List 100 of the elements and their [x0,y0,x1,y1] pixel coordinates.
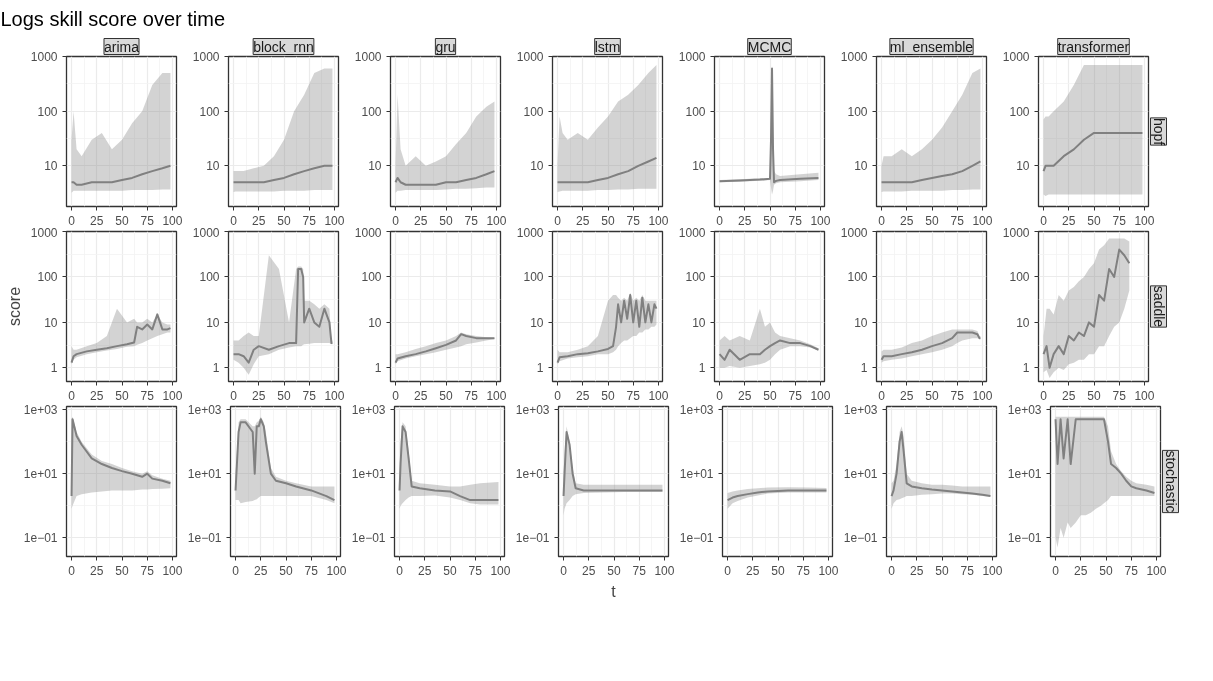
y-tick-label: 100 [37,104,58,119]
y-tick-label: 1000 [678,225,706,240]
y-tick-label: 1000 [192,50,220,64]
x-tick-label: 50 [279,563,293,578]
y-tick-label: 1 [1022,361,1030,376]
x-tick-label: 0 [1052,563,1060,578]
x-tick-label: 25 [90,213,104,228]
y-tick-label: 10 [854,315,868,330]
y-tick-label: 100 [847,270,868,285]
y-tick-label: 1 [374,361,382,376]
y-tick-label: 100 [199,270,220,285]
y-tick-label: 100 [37,270,58,285]
y-tick-label: 1e+01 [515,467,550,482]
x-tick-label: 0 [68,563,76,578]
x-tick-label: 0 [724,563,732,578]
y-tick-label: 10 [368,159,382,174]
y-tick-label: 1 [698,361,706,376]
y-tick-label: 1e+01 [1007,467,1042,482]
y-tick-label: 100 [1009,104,1030,119]
y-tick-label: 10 [368,315,382,330]
y-tick-label: 1000 [30,50,58,64]
y-tick-label: 1000 [192,225,220,240]
y-tick-label: 100 [1009,270,1030,285]
x-tick-label: 100 [648,213,669,228]
x-tick-label: 75 [304,563,319,578]
x-tick-label: 50 [439,388,453,403]
y-tick-label: 1e−01 [187,531,222,546]
y-tick-label: 1e−01 [1007,531,1042,546]
y-tick-label: 1e+03 [351,403,386,418]
y-tick-label: 1e+01 [843,467,878,482]
x-tick-label: 100 [1146,563,1167,578]
x-tick-label: 75 [796,563,811,578]
x-tick-label: 25 [738,213,752,228]
x-tick-label: 25 [254,563,268,578]
x-tick-label: 75 [140,563,155,578]
x-tick-label: 25 [582,563,596,578]
x-tick-label: 100 [326,563,347,578]
y-tick-label: 10 [44,315,58,330]
x-tick-label: 100 [162,388,183,403]
x-tick-label: 25 [900,388,914,403]
y-tick-label: 1000 [1002,225,1030,240]
chart-title: MCMC [747,38,792,55]
line-series [880,160,982,184]
x-tick-label: 50 [277,388,291,403]
x-tick-label: 50 [607,563,621,578]
x-tick-label: 25 [900,213,914,228]
x-tick-label: 25 [576,388,590,403]
x-tick-label: 25 [418,563,432,578]
x-tick-label: 75 [464,213,479,228]
chart-title: lstm [594,38,621,55]
line-series [556,156,658,184]
x-tick-label: 0 [230,213,238,228]
chart-title: arima [104,38,140,55]
line-series [70,418,172,498]
y-tick-label: 10 [854,159,868,174]
x-tick-label: 0 [716,213,724,228]
x-tick-label: 50 [115,563,129,578]
x-tick-label: 100 [1134,213,1155,228]
x-tick-label: 0 [554,388,562,403]
x-tick-label: 75 [140,213,155,228]
x-tick-label: 0 [1040,213,1048,228]
chart-title: ml_ensemble [889,38,974,55]
y-tick-label: 1000 [840,50,868,64]
y-tick-label: 1000 [678,50,706,64]
x-tick-label: 25 [90,563,104,578]
x-tick-label: 100 [810,213,831,228]
x-tick-label: 25 [1062,388,1076,403]
x-tick-label: 100 [972,213,993,228]
y-axis-title: score [5,286,23,327]
x-tick-label: 100 [162,213,183,228]
x-tick-label: 100 [810,388,831,403]
x-tick-label: 75 [140,388,155,403]
y-tick-label: 1000 [1002,50,1030,64]
y-tick-label: 10 [530,159,544,174]
y-tick-label: 100 [685,104,706,119]
line-series [1042,248,1131,369]
line-series [232,267,334,364]
y-tick-label: 100 [685,270,706,285]
x-tick-label: 0 [878,388,886,403]
x-tick-label: 0 [716,388,724,403]
x-tick-label: 50 [925,388,939,403]
x-tick-label: 75 [302,213,317,228]
y-tick-label: 1 [50,361,58,376]
x-tick-label: 100 [972,388,993,403]
x-tick-label: 25 [576,213,590,228]
y-tick-label: 1e−01 [23,531,58,546]
x-tick-label: 50 [443,563,457,578]
line-series [890,431,992,498]
x-tick-label: 50 [277,213,291,228]
y-tick-label: 100 [361,270,382,285]
y-tick-label: 100 [199,104,220,119]
x-tick-label: 50 [115,388,129,403]
x-tick-label: 50 [601,388,615,403]
x-tick-label: 100 [486,388,507,403]
chart-title: transformer [1057,38,1130,55]
line-series [70,164,172,186]
y-tick-label: 1e+03 [23,403,58,418]
y-tick-label: 1e−01 [679,531,714,546]
x-tick-label: 0 [232,563,240,578]
line-series [1054,418,1156,494]
